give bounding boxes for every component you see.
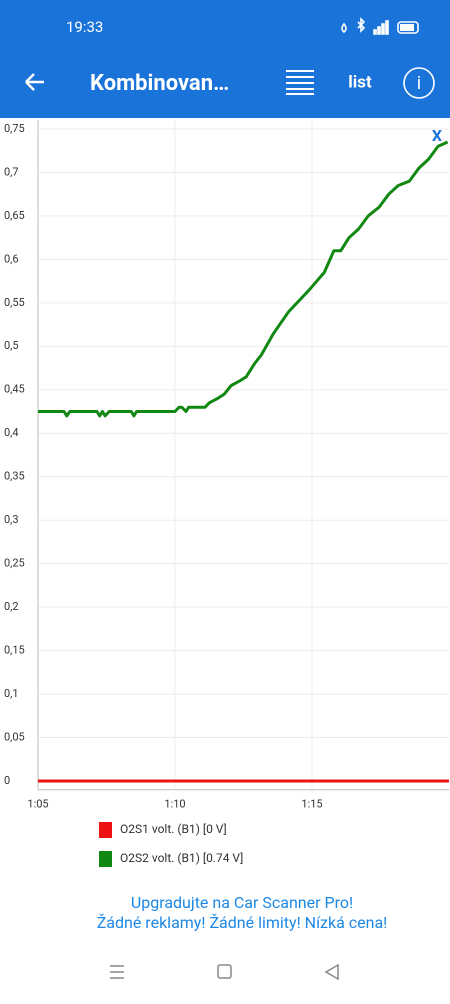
nav-menu[interactable] — [110, 965, 124, 979]
y-tick-label: 0,2 — [4, 600, 19, 613]
y-tick-label: 0,5 — [4, 339, 19, 352]
y-tick-label: 0,45 — [4, 383, 25, 396]
nav-home[interactable] — [217, 964, 232, 979]
y-tick-label: 0,6 — [4, 252, 19, 265]
app-bar — [0, 0, 450, 118]
y-tick-label: 0,65 — [4, 209, 25, 222]
chart: 0 0,05 0,1 0,15 0,2 0,25 0,3 0,35 0,4 0,45 0,5 0,55… — [4, 120, 449, 867]
status-icons — [341, 17, 419, 35]
y-tick-label: 0,75 — [4, 122, 25, 135]
legend-label: O2S2 volt. (B1) [0.74 V] — [120, 851, 243, 865]
status-time: 19:33 — [66, 18, 103, 36]
x-tick-label: 1:10 — [164, 798, 185, 811]
list-button[interactable]: list — [348, 72, 372, 92]
y-tick-label: 0,05 — [4, 730, 25, 743]
nav-back[interactable] — [324, 963, 339, 981]
legend-swatch — [99, 822, 112, 838]
y-tick-label: 0,4 — [4, 426, 19, 439]
legend-swatch — [99, 851, 112, 867]
y-tick-label: 0,3 — [4, 513, 19, 526]
data-line — [38, 140, 449, 418]
screen-title: Kombinovan… — [90, 71, 229, 96]
list-icon[interactable] — [286, 70, 314, 95]
legend-label: O2S1 volt. (B1) [0 V] — [120, 822, 227, 836]
nav-bar — [110, 963, 339, 981]
info-button[interactable] — [403, 67, 435, 99]
y-tick-label: 0,55 — [4, 296, 25, 309]
y-tick-label: 0,15 — [4, 644, 25, 657]
promo-line[interactable]: Žádné reklamy! Žádné limity! Nízká cena! — [97, 913, 388, 932]
back-button[interactable] — [25, 73, 44, 91]
info-icon: i — [417, 73, 421, 94]
y-tick-label: 0,1 — [4, 687, 19, 700]
x-tick-label: 1:05 — [27, 798, 48, 811]
y-tick-label: 0,35 — [4, 470, 25, 483]
y-tick-label: 0 — [4, 774, 10, 787]
y-tick-label: 0,7 — [4, 165, 19, 178]
y-tick-label: 0,25 — [4, 557, 25, 570]
reset-button[interactable]: X — [432, 126, 442, 145]
x-tick-label: 1:15 — [301, 798, 322, 811]
promo-line[interactable]: Upgradujte na Car Scanner Pro! — [131, 893, 353, 912]
